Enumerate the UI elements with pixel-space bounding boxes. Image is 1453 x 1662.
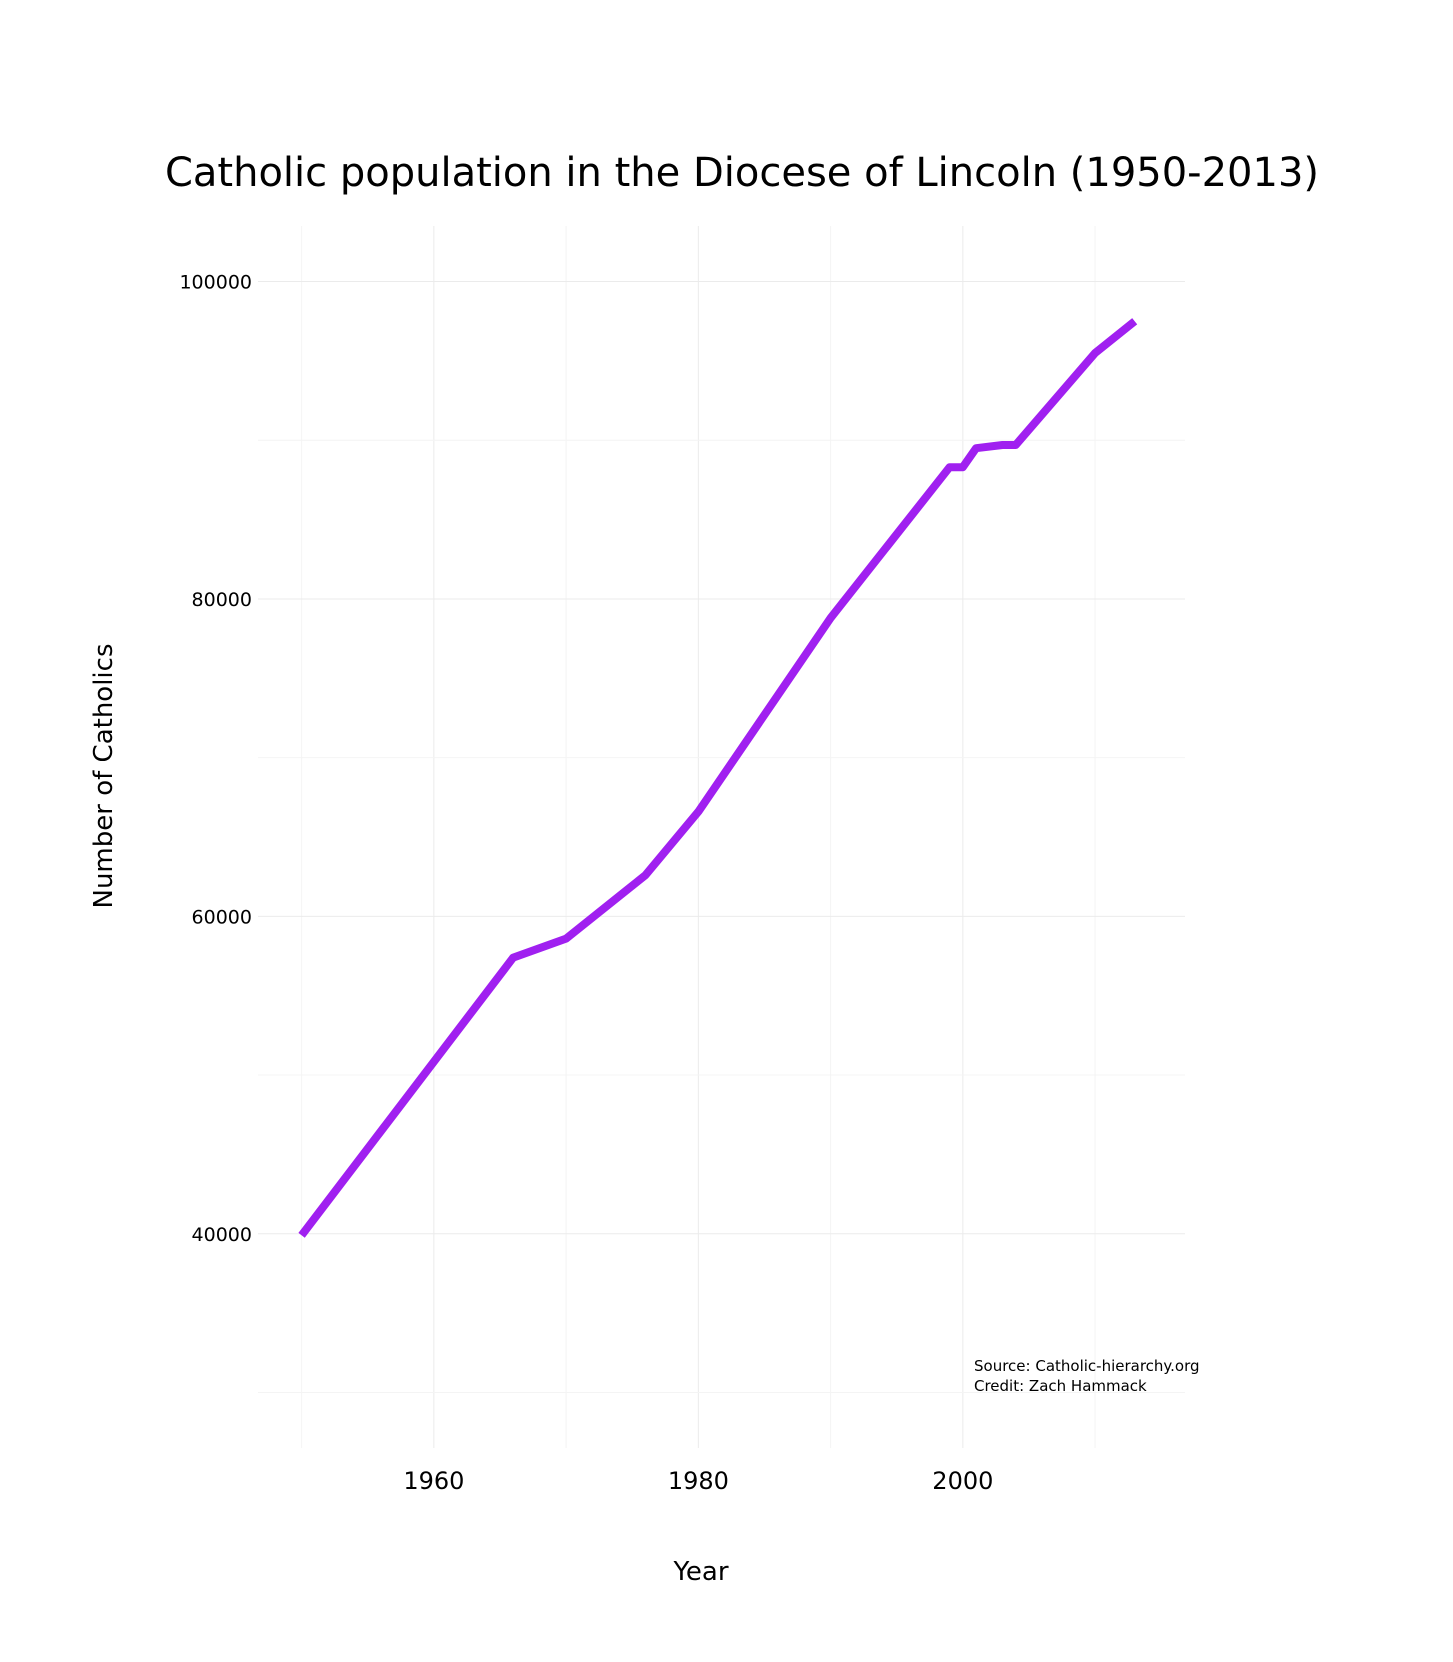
- y-axis-label: Number of Catholics: [89, 644, 119, 909]
- grid: [258, 226, 1185, 1448]
- y-tick-label: 60000: [192, 906, 252, 928]
- x-tick-label: 1980: [668, 1467, 729, 1495]
- x-tick-label: 1960: [403, 1467, 464, 1495]
- credit-annotation: Credit: Zach Hammack: [974, 1377, 1147, 1395]
- x-tick-label: 2000: [932, 1467, 993, 1495]
- series-line: [298, 318, 1138, 1238]
- chart-title: Catholic population in the Diocese of Li…: [165, 150, 1319, 196]
- series: [298, 318, 1138, 1238]
- y-tick-label: 80000: [192, 589, 252, 611]
- y-tick-label: 100000: [179, 272, 252, 294]
- x-tick-labels: 1960 1980 2000: [403, 1467, 993, 1495]
- x-axis-label: Year: [672, 1557, 728, 1587]
- y-tick-labels: 40000 60000 80000 100000: [179, 272, 252, 1246]
- y-tick-label: 40000: [192, 1224, 252, 1246]
- source-annotation: Source: Catholic-hierarchy.org: [974, 1357, 1200, 1375]
